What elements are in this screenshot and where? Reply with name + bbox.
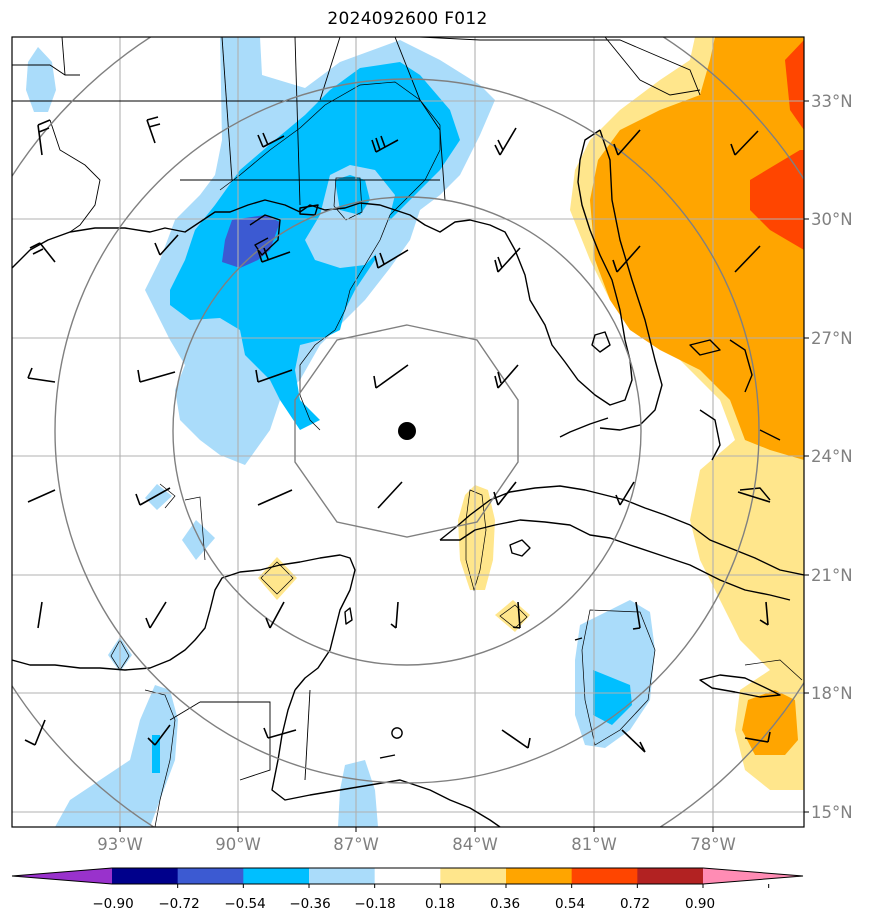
lat-label: 21°N	[811, 566, 853, 585]
colorbar-label: −0.72	[158, 896, 199, 912]
negative-anomaly-cell-1	[145, 484, 172, 510]
colorbar-bin	[506, 868, 573, 884]
colorbar-extend-high	[703, 868, 803, 884]
negative-anomaly-cell-2	[182, 520, 215, 560]
storm-center-marker	[398, 422, 416, 440]
colorbar-bin	[177, 868, 244, 884]
negative-anomaly-nw-cell	[26, 47, 56, 112]
coastlines	[12, 129, 804, 827]
lat-label: 30°N	[811, 210, 853, 229]
axis-ticks	[119, 100, 809, 832]
negative-anomaly-strong-louisiana	[222, 215, 280, 268]
lat-label: 18°N	[811, 684, 853, 703]
negative-anomaly-light-honduras	[338, 760, 378, 827]
lat-label: 15°N	[811, 803, 853, 822]
colorbar-label: −0.54	[224, 896, 265, 912]
colorbar-bin	[637, 868, 704, 884]
lon-label: 90°W	[215, 835, 261, 854]
colorbar-label: −0.36	[289, 896, 330, 912]
map-title: 2024092600 F012	[327, 9, 488, 29]
colorbar-bin	[112, 868, 179, 884]
negative-anomaly-light-caribbean	[575, 600, 655, 748]
colorbar-bin	[309, 868, 376, 884]
lon-label: 93°W	[97, 835, 143, 854]
colorbar-label: 0.54	[555, 896, 585, 912]
colorbar	[11, 867, 804, 888]
positive-anomaly-caribbean	[495, 600, 530, 632]
colorbar-bin	[571, 868, 638, 884]
colorbar-label: −0.18	[354, 896, 395, 912]
wind-barbs	[24, 116, 771, 753]
positive-anomaly-mid-se	[742, 690, 798, 755]
colorbar-label: 0.90	[685, 896, 715, 912]
lon-label: 84°W	[452, 835, 498, 854]
lon-label: 81°W	[571, 835, 617, 854]
negative-anomaly-light-sw	[55, 685, 178, 827]
colorbar-label: 0.72	[620, 896, 650, 912]
latitude-labels: 33°N 30°N 27°N 24°N 21°N 18°N 15°N	[811, 92, 853, 822]
lon-label: 78°W	[690, 835, 736, 854]
lat-label: 27°N	[811, 329, 853, 348]
colorbar-bin	[440, 868, 507, 884]
lon-label: 87°W	[333, 835, 379, 854]
colorbar-labels: −0.90 −0.72 −0.54 −0.36 −0.18 0.18 0.36 …	[92, 896, 715, 912]
positive-anomaly-strong-ne	[785, 40, 804, 130]
colorbar-bin	[243, 868, 310, 884]
negative-anomaly-light-gulf-inner	[305, 165, 395, 268]
lat-label: 33°N	[811, 92, 853, 111]
colorbar-extend-low	[12, 868, 112, 884]
colorbar-label: 0.36	[490, 896, 520, 912]
colorbar-label: −0.90	[92, 896, 133, 912]
colorbar-label: 0.18	[425, 896, 455, 912]
positive-anomaly-strong-florida	[750, 150, 804, 250]
negative-anomaly-mid-caribbean	[593, 670, 632, 725]
political-borders	[12, 37, 701, 781]
lat-label: 24°N	[811, 447, 853, 466]
longitude-labels: 93°W 90°W 87°W 84°W 81°W 78°W	[97, 835, 736, 854]
colorbar-bin	[374, 868, 441, 884]
colorbar-outline	[11, 867, 804, 885]
graticule	[12, 37, 804, 827]
map-frame	[11, 36, 805, 828]
